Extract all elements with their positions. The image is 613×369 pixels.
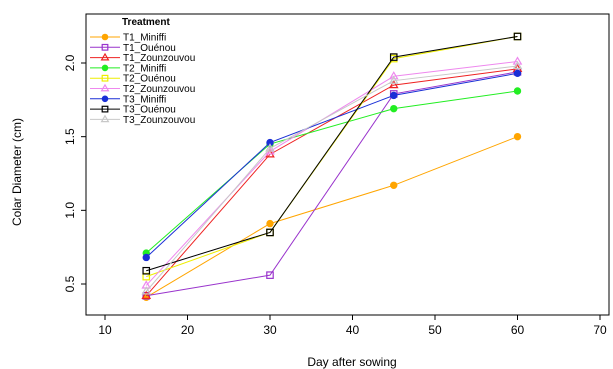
series-line [146,35,518,272]
data-point [101,95,109,103]
series-T1_Miniffi [142,132,522,301]
series-line [146,71,518,297]
data-point [266,271,274,279]
series-T3_Miniffi [142,69,522,262]
series-line [145,61,518,286]
legend-label: T1_Ouénou [123,43,176,54]
data-point [141,290,152,299]
data-point [388,75,399,84]
legend-item: T1_Ouénou [90,43,176,54]
legend-item: T1_Zounzouvou [90,52,195,64]
data-point [142,266,151,275]
data-point [513,132,522,141]
data-point [512,60,523,70]
legend-label: T2_Miniffi [123,63,166,74]
legend-item: T2_Zounzouvou [90,83,195,95]
legend-label: T1_Miniffi [123,33,166,44]
series-line [145,72,518,258]
data-point [100,83,110,92]
series-T2_Zounzouvou [141,56,523,289]
x-tick-label: 70 [593,323,607,337]
data-point [390,91,398,100]
data-point [390,104,398,113]
x-tick-label: 30 [263,323,277,337]
data-point [101,33,109,41]
data-point [101,64,109,72]
x-tick-label: 40 [346,323,360,337]
y-tick-label: 1.0 [63,202,77,219]
legend-label: T1_Zounzouvou [123,53,195,64]
data-point [388,71,399,80]
data-point [266,219,274,228]
data-point [101,105,109,113]
series-T3_Zounzouvou [141,60,523,295]
series-line [145,136,518,298]
legend-item: T3_Miniffi [90,94,166,105]
data-point [142,253,150,262]
data-point [512,56,523,65]
legend-label: T3_Ouénou [123,105,176,116]
x-tick-label: 60 [511,323,525,337]
y-tick-label: 2.0 [63,54,77,71]
legend-item: T1_Miniffi [90,33,166,44]
legend-item: T2_Ouénou [90,74,176,85]
data-point [266,228,274,237]
data-point [390,181,398,189]
x-tick-label: 50 [428,323,442,337]
series-T2_Ouénou [142,32,522,281]
data-point [266,138,274,147]
series-line [145,65,518,292]
data-point [265,143,275,152]
x-tick-label: 10 [98,323,112,337]
data-point [513,32,522,41]
y-axis-title: Colar Diameter (cm) [10,118,24,226]
legend-title: Treatment [122,17,170,28]
series-T3_Ouénou [142,32,522,275]
data-point [388,79,399,89]
x-tick-label: 20 [181,323,195,337]
data-point [101,43,109,51]
legend-item: T3_Ouénou [90,105,176,116]
plot-frame [85,13,610,316]
legend-label: T2_Ouénou [123,74,176,85]
data-point [101,74,109,82]
series-T1_Ouénou [142,68,522,300]
legend-item: T2_Miniffi [90,63,166,74]
y-tick-label: 0.5 [63,275,77,292]
data-point [141,286,152,295]
axes: 10 20 30 40 50 60 70 0.5 1.0 1.5 2.0 [63,54,607,337]
data-point [100,114,110,123]
series-line [145,68,518,297]
series-T2_Miniffi [142,87,522,257]
y-tick-label: 1.5 [63,128,77,145]
series-layer [141,32,523,301]
legend-item: T3_Zounzouvou [90,114,195,126]
series-T1_Zounzouvou [141,63,523,299]
series-line [145,90,518,254]
data-point [513,87,522,95]
legend-label: T3_Zounzouvou [123,115,195,126]
legend-label: T2_Zounzouvou [123,84,195,95]
data-point [513,69,522,78]
legend: Treatment T1_MiniffiT1_OuénouT1_Zounzouv… [90,17,195,126]
x-axis-title: Day after sowing [307,355,396,369]
legend-label: T3_Miniffi [123,94,166,105]
data-point [100,52,110,61]
data-point [389,53,398,61]
